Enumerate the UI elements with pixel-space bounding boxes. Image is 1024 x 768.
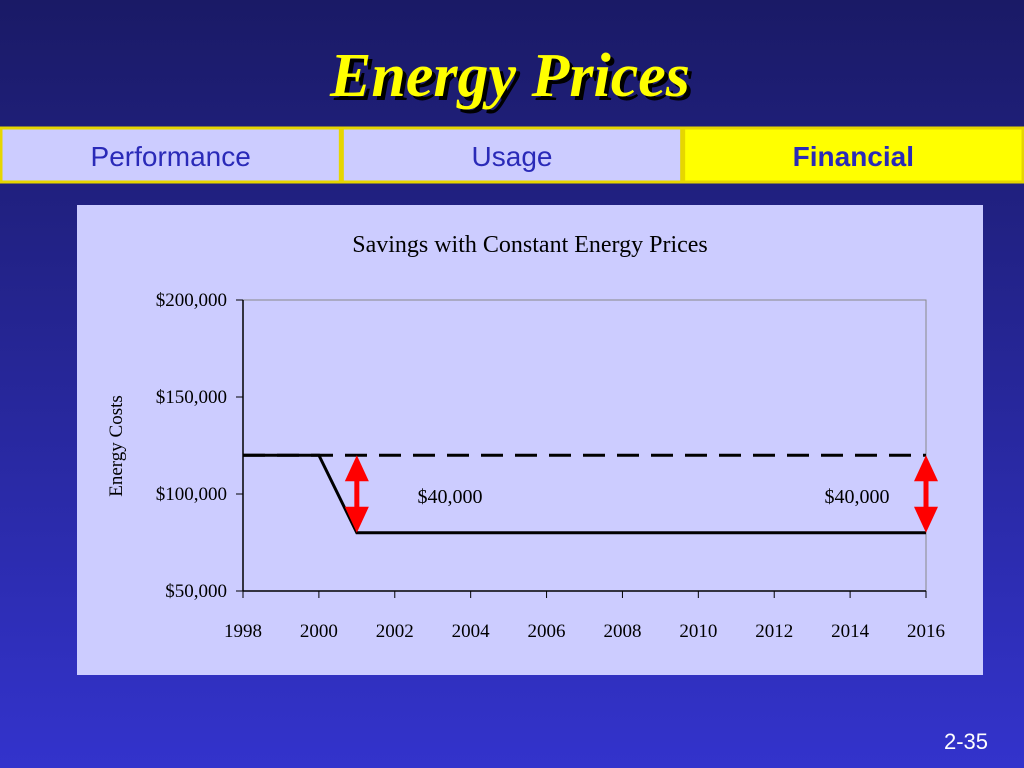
x-tick-label: 2000	[300, 621, 338, 642]
y-tick-label: $50,000	[165, 581, 227, 602]
tab[interactable]	[340, 126, 684, 184]
arrow-head	[914, 455, 938, 482]
x-tick-label: 2006	[528, 621, 566, 642]
tab[interactable]	[682, 126, 1024, 184]
tab[interactable]	[0, 126, 342, 184]
page-number: 2-35	[944, 729, 988, 754]
arrow-head	[914, 506, 938, 533]
y-tick-label: $200,000	[156, 290, 227, 311]
tab-label[interactable]: Usage	[472, 141, 553, 172]
y-axis-label: Energy Costs	[106, 395, 127, 497]
x-tick-label: 2014	[831, 621, 870, 642]
plot: $50,000 $100,000 $150,000 $200,000 1998 2000 2…	[156, 290, 945, 642]
x-tick-label: 2012	[755, 621, 793, 642]
tab-label[interactable]: Performance	[91, 141, 251, 172]
arrow-head	[344, 506, 369, 533]
chart-panel	[77, 205, 983, 675]
x-tick-label: 2008	[603, 621, 641, 642]
y-tick-label: $150,000	[156, 387, 227, 408]
x-tick-label: 2004	[452, 621, 491, 642]
chart-title: Savings with Constant Energy Prices	[352, 232, 708, 258]
y-tick-label: $100,000	[156, 484, 227, 505]
annotation: $40,000	[418, 486, 483, 508]
arrow-head	[344, 455, 369, 482]
title-shadow: Energy Prices	[333, 46, 694, 114]
x-tick-label: 2010	[679, 621, 717, 642]
tab-bar: Performance Usage Financial	[0, 126, 1024, 184]
tab-label[interactable]: Financial	[793, 141, 914, 172]
slide-title: Energy Prices	[329, 42, 690, 110]
x-tick-label: 1998	[224, 621, 262, 642]
x-tick-label: 2016	[907, 621, 945, 642]
annotation: $40,000	[825, 486, 890, 508]
x-tick-label: 2002	[376, 621, 414, 642]
